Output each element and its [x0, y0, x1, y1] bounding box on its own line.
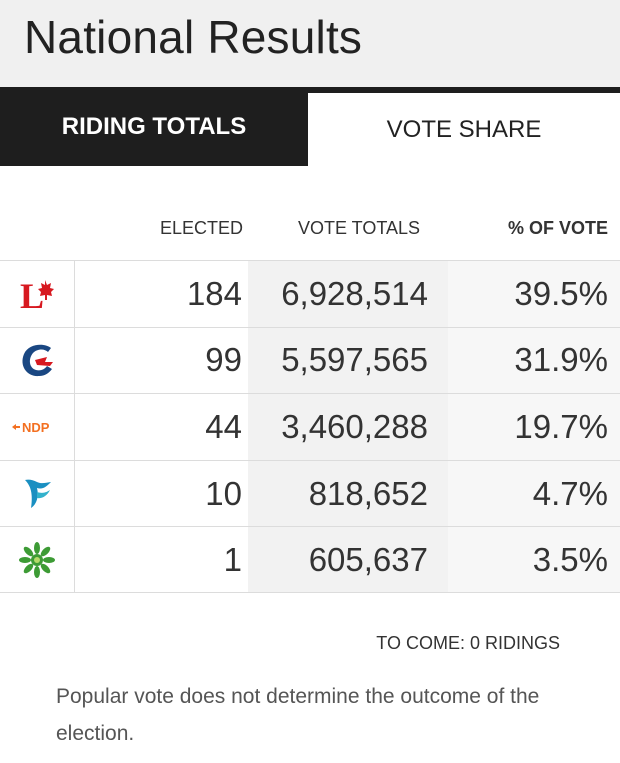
tab-bar-divider — [0, 87, 620, 93]
ndp-logo-icon: NDP — [0, 394, 75, 460]
vote-total: 605,637 — [248, 527, 448, 592]
vote-percent: 19.7% — [448, 394, 620, 460]
table-row: 1 605,637 3.5% — [0, 526, 620, 593]
elected-count: 10 — [205, 474, 242, 512]
vote-total: 3,460,288 — [248, 394, 448, 460]
liberal-logo-icon: L — [0, 261, 75, 327]
column-header-vote-totals: VOTE TOTALS — [298, 218, 421, 238]
vote-total: 6,928,514 — [248, 261, 448, 327]
elected-count: 184 — [186, 274, 242, 312]
page-header: National Results — [0, 0, 620, 87]
vote-percent: 31.9% — [448, 327, 620, 394]
vote-percent: 4.7% — [448, 460, 620, 527]
ridings-to-come-label: TO COME: — [376, 633, 470, 653]
vote-total: 818,652 — [248, 460, 448, 527]
results-tabs: RIDING TOTALS VOTE SHARE — [0, 87, 620, 166]
popular-vote-note: Popular vote does not determine the outc… — [56, 685, 540, 745]
table-row: NDP 44 3,460,288 19.7% — [0, 393, 620, 460]
tab-riding-totals[interactable]: RIDING TOTALS — [0, 87, 308, 166]
table-row: L 184 6,928,514 39.5% — [0, 260, 620, 327]
bloc-logo-icon — [0, 460, 75, 527]
elected-count: 1 — [223, 540, 242, 578]
conservative-logo-icon — [0, 327, 75, 394]
page-title: National Results — [24, 11, 363, 63]
column-header-elected: ELECTED — [160, 218, 244, 238]
ridings-to-come-count: 0 RIDINGS — [469, 633, 560, 653]
vote-total: 5,597,565 — [248, 327, 448, 394]
table-row: 99 5,597,565 31.9% — [0, 326, 620, 394]
column-header-pct-vote: % OF VOTE — [507, 218, 608, 238]
results-table: L 184 6,928,514 39.5% 99 5,597,565 31.9%… — [0, 260, 620, 593]
elected-count: 99 — [205, 341, 242, 379]
vote-percent: 39.5% — [448, 261, 620, 327]
svg-text:L: L — [20, 276, 44, 314]
table-row: 10 818,652 4.7% — [0, 459, 620, 527]
vote-percent: 3.5% — [448, 527, 620, 592]
elected-count: 44 — [205, 407, 242, 445]
green-logo-icon — [0, 527, 75, 592]
ridings-to-come: TO COME: 0 RIDINGS — [376, 633, 560, 654]
tab-vote-share[interactable]: VOTE SHARE — [308, 93, 620, 166]
ndp-logo-text: NDP — [22, 420, 50, 435]
